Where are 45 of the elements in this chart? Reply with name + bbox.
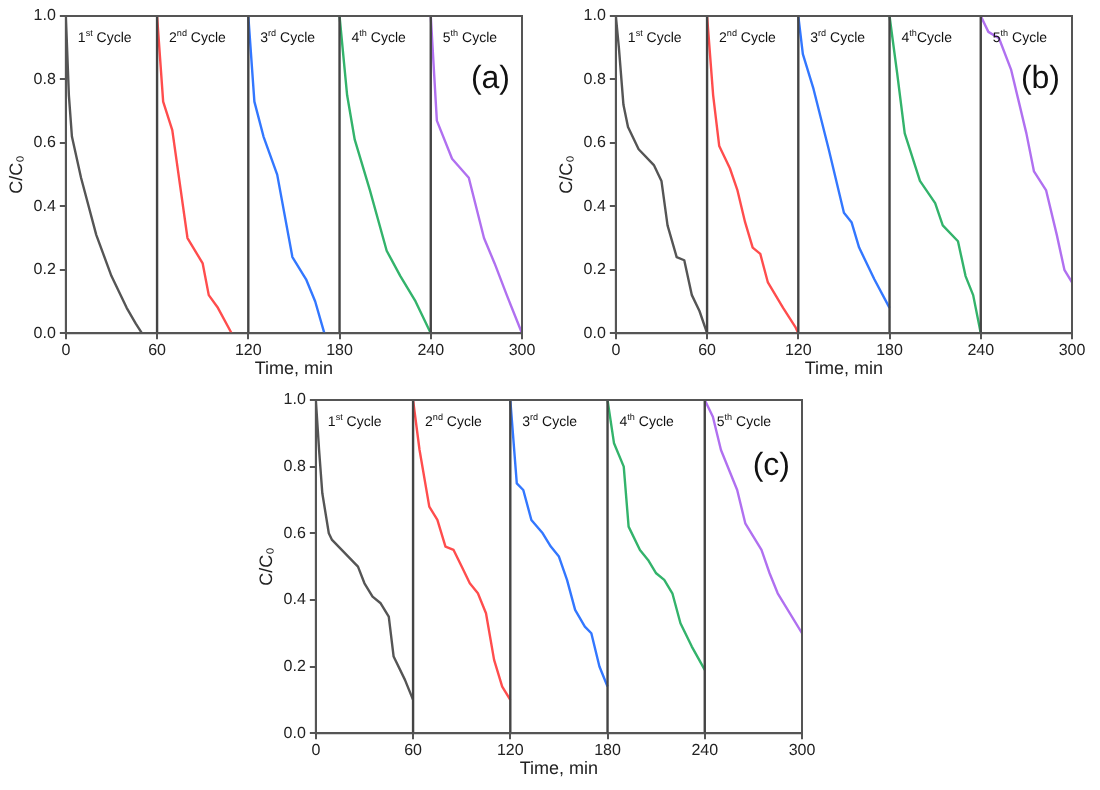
y-axis-title: C/C₀ (255, 546, 276, 586)
x-tick-label: 0 (311, 741, 322, 760)
y-tick-label: 0.0 (33, 323, 57, 342)
x-tick-label: 240 (417, 341, 446, 360)
x-tick-label: 180 (326, 341, 354, 360)
annotation: (a) (470, 62, 511, 97)
y-tick-label: 0.6 (583, 133, 607, 152)
y-tick-label: 0.8 (583, 69, 607, 88)
y-tick-label: 0.4 (33, 196, 57, 215)
x-tick-label: 60 (148, 341, 168, 360)
y-axis-title: C/C₀ (5, 154, 26, 194)
y-tick-label: 0.6 (33, 133, 57, 152)
y-tick-label: 0.4 (283, 590, 307, 609)
y-tick-label: 1.0 (283, 390, 307, 409)
y-axis-title: C/C₀ (555, 154, 576, 194)
x-tick-label: 0 (611, 341, 622, 360)
y-tick-label: 0.4 (583, 196, 607, 215)
x-axis-title: Time, min (519, 758, 599, 779)
y-tick-label: 0.8 (33, 69, 57, 88)
x-tick-label: 240 (967, 341, 996, 360)
y-tick-label: 0.0 (283, 723, 307, 742)
x-tick-label: 60 (404, 741, 424, 760)
y-tick-label: 1.0 (583, 6, 607, 25)
x-tick-label: 120 (234, 341, 263, 360)
y-tick-label: 0.2 (33, 260, 57, 279)
x-tick-label: 120 (784, 341, 813, 360)
x-tick-label: 180 (594, 741, 622, 760)
y-tick-label: 0.8 (283, 457, 307, 476)
annotation: (c) (752, 449, 790, 484)
y-tick-label: 0.2 (583, 260, 607, 279)
x-axis-title: Time, min (804, 358, 884, 379)
y-tick-label: 0.6 (283, 523, 307, 542)
x-tick-label: 0 (61, 341, 72, 360)
y-tick-label: 1.0 (33, 6, 57, 25)
x-tick-label: 240 (691, 741, 720, 760)
x-tick-label: 300 (508, 341, 537, 360)
x-tick-label: 300 (1058, 341, 1087, 360)
x-tick-label: 300 (788, 741, 817, 760)
annotation: (b) (1020, 62, 1061, 97)
x-tick-label: 60 (698, 341, 718, 360)
x-axis-title: Time, min (254, 358, 334, 379)
x-tick-label: 120 (496, 741, 525, 760)
y-tick-label: 0.0 (583, 323, 607, 342)
x-tick-label: 180 (876, 341, 904, 360)
y-tick-label: 0.2 (283, 656, 307, 675)
